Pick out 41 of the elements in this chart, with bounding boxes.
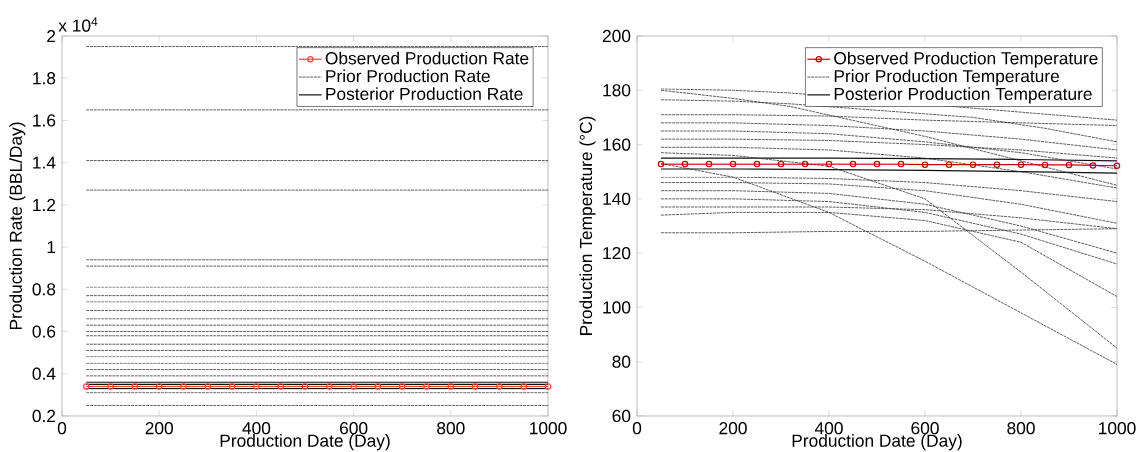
legend-label: Observed Production Rate [325,51,529,65]
y-tick-label: 0.8 [32,283,56,296]
x-tick-label: 600 [911,422,939,435]
y-tick-label: 0.2 [32,409,56,423]
y-tick-label: 160 [603,138,631,151]
legend-label: Prior Production Rate [326,69,490,83]
x-tick-label: 800 [1007,422,1035,435]
x-axis-title: Production Date (Day) [792,434,962,451]
legend-label: Posterior Production Temperature [834,87,1092,104]
x-tick-label: 400 [814,422,843,435]
x-axis-title: Production Date (Day) [220,434,390,451]
x-tick-label: 600 [340,422,368,435]
y-tick-label: 120 [603,246,631,260]
y-tick-label: 1.6 [33,114,56,127]
y-tick-label: 1.4 [33,156,56,169]
y-tick-label: 200 [602,29,631,43]
legend-label: Posterior Production Rate [326,87,523,101]
x-tick-label: 200 [719,422,747,435]
x-tick-label: 400 [242,422,271,435]
x-tick-label: 1000 [1099,422,1136,435]
x-tick-label: 800 [437,422,465,435]
y-tick-label: 60 [612,409,631,423]
legend-label: Prior Production Temperature [834,69,1059,86]
x-tick-label: 0 [57,422,67,435]
legend-label: Observed Production Temperature [834,51,1098,68]
y-axis-title: Production Rate (BBL/Day) [9,122,26,330]
x-tick-label: 1000 [530,422,567,435]
y-tick-label: 1.8 [33,72,56,85]
y-axis-title: Production Temperature (°C) [579,116,596,335]
x-tick-label: 0 [632,422,642,435]
x-tick-label: 200 [145,422,173,435]
text: x 10$^{4}$ [58,17,98,32]
y-tick-label: 1.2 [33,198,56,211]
y-tick-label: 0.4 [32,367,56,380]
y-tick-label: 100 [603,301,631,314]
y-tick-label: 0.6 [32,325,56,338]
y-tick-label: 1 [47,241,56,254]
y-tick-label: 2 [47,29,56,43]
y-tick-label: 180 [603,84,631,97]
y-tick-label: 140 [603,192,631,205]
y-tick-label: 80 [612,355,631,368]
